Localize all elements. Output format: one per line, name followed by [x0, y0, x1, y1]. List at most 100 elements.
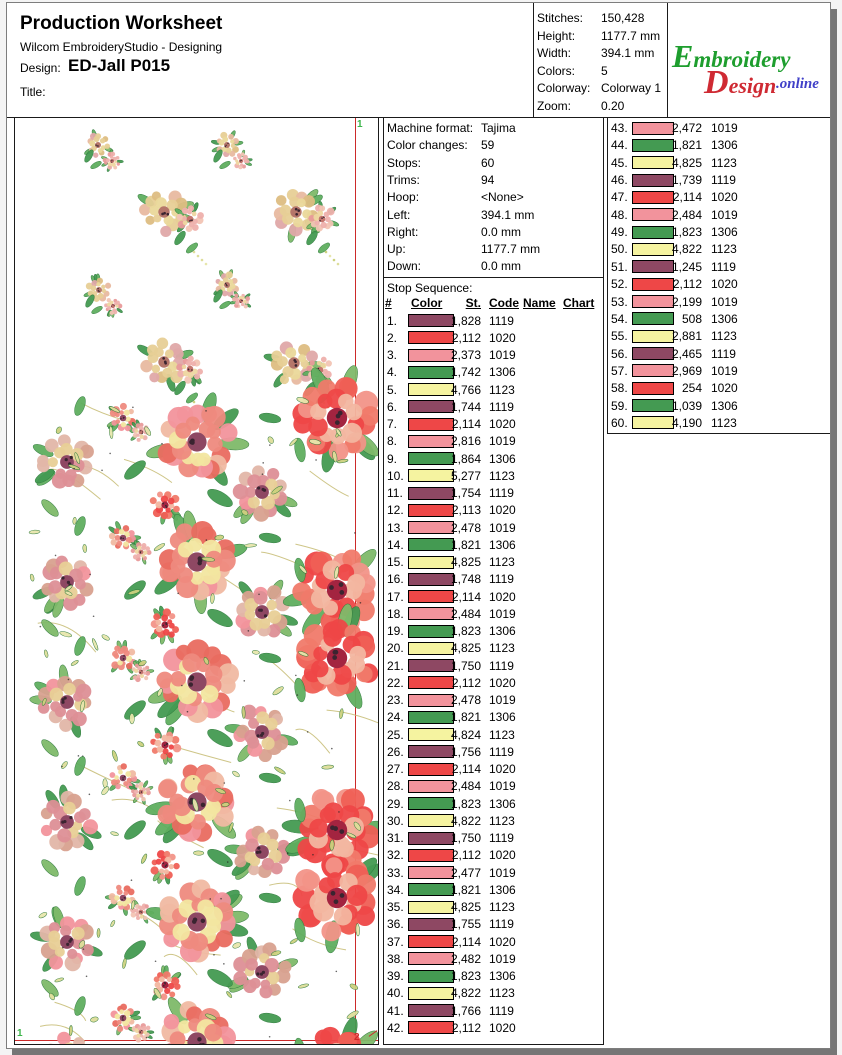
col-header-stitches: St. [465, 296, 481, 310]
stop-row-number: 56. [611, 346, 628, 361]
machine-row: Color changes: 59 [387, 138, 494, 152]
summary-label: Colors: [537, 63, 576, 78]
machine-label: Machine format: [387, 121, 474, 135]
stop-row-number: 33. [387, 865, 404, 880]
stop-row-stitches: 5,277 [450, 468, 481, 483]
thread-color-swatch [408, 538, 454, 552]
thread-color-swatch [632, 190, 674, 204]
stop-row-number: 57. [611, 363, 628, 378]
stop-row-number: 24. [387, 710, 404, 725]
stop-row-stitches: 1,821 [450, 882, 481, 897]
stop-row-number: 50. [611, 242, 628, 257]
stop-row-stitches: 1,245 [671, 259, 702, 274]
machine-row: Machine format: Tajima [387, 121, 516, 135]
stop-row-number: 48. [611, 207, 628, 222]
stop-row-number: 43. [611, 121, 628, 135]
stop-row-code: 1019 [489, 606, 516, 621]
stop-row-number: 3. [387, 348, 398, 362]
thread-color-swatch [408, 676, 454, 690]
thread-color-swatch [408, 710, 454, 724]
stop-row-number: 6. [387, 399, 398, 414]
stop-row-number: 37. [387, 934, 404, 949]
stop-row-number: 35. [387, 900, 404, 914]
summary-label: Colorway: [537, 81, 591, 96]
stop-row-number: 49. [611, 225, 628, 240]
stop-row-number: 28. [387, 779, 404, 794]
stop-row-stitches: 508 [681, 311, 702, 326]
thread-color-swatch [408, 814, 454, 828]
stop-row-number: 10. [387, 468, 404, 483]
stop-row-number: 41. [387, 1003, 404, 1018]
stop-row-stitches: 1,742 [450, 365, 481, 380]
app-name: Wilcom EmbroideryStudio - Designing [20, 40, 223, 54]
machine-row: Trims: 94 [387, 173, 494, 187]
stop-row-stitches: 2,114 [451, 417, 481, 431]
stop-row-number: 46. [611, 173, 628, 188]
stop-row-number: 2. [387, 330, 398, 345]
machine-box-left [383, 117, 384, 1045]
stop-row-stitches: 1,823 [671, 225, 702, 240]
stop-row-number: 21. [387, 658, 404, 673]
machine-value: Tajima [481, 121, 516, 135]
stop-row-number: 27. [387, 762, 404, 776]
thread-color-swatch [632, 364, 674, 378]
stop-row-number: 18. [387, 606, 404, 621]
stop-row-stitches: 2,199 [671, 294, 702, 309]
machine-label: Stops: [387, 155, 422, 170]
stop-row-code: 1123 [711, 415, 737, 430]
thread-color-swatch [408, 935, 454, 948]
stop-row-code: 1123 [711, 242, 737, 257]
stop-row-number: 17. [387, 589, 404, 604]
machine-value: 94 [481, 172, 495, 187]
stop-row-stitches: 2,472 [671, 121, 702, 135]
stop-row-number: 4. [387, 365, 398, 380]
stop-row-stitches: 4,825 [450, 555, 481, 569]
thread-color-swatch [632, 138, 674, 152]
stop-row-code: 1020 [711, 277, 738, 292]
stop-row-code: 1306 [711, 398, 738, 413]
stop-row-stitches: 1,828 [450, 313, 481, 328]
thread-color-swatch [408, 797, 454, 810]
thread-color-swatch [408, 417, 454, 431]
thread-color-swatch [408, 848, 454, 862]
thread-color-swatch [408, 503, 454, 517]
stop-row-number: 58. [611, 381, 628, 396]
stop-row-stitches: 4,822 [671, 242, 702, 257]
stop-row-number: 8. [387, 434, 398, 449]
stop-row-number: 34. [387, 882, 404, 897]
stop-row-stitches: 1,756 [450, 744, 481, 759]
stop-row-stitches: 2,881 [671, 329, 702, 344]
stop-row-code: 1306 [711, 225, 738, 240]
stopseq-box-bottom [383, 1044, 604, 1045]
stop-row-number: 31. [387, 831, 404, 845]
machine-label: Left: [387, 207, 411, 222]
stop-row-number: 29. [387, 796, 404, 811]
stop-row-stitches: 1,748 [450, 572, 481, 587]
thread-color-swatch [632, 260, 674, 274]
stop-row-code: 1019 [489, 520, 516, 535]
stop-row-stitches: 1,821 [450, 537, 481, 552]
thread-color-swatch [632, 329, 674, 343]
thread-color-swatch [632, 416, 674, 430]
summary-row: Stitches: 150,428 [537, 11, 644, 25]
stop-row-number: 12. [387, 503, 404, 518]
stop-row-stitches: 2,114 [451, 762, 481, 776]
summary-value: Colorway 1 [601, 81, 662, 96]
stop-row-number: 14. [387, 537, 404, 552]
stop-row-stitches: 2,816 [450, 434, 481, 449]
stop-row-code: 1020 [489, 848, 516, 863]
stop-row-number: 44. [611, 138, 628, 153]
stop-row-code: 1123 [711, 155, 737, 170]
stop-row-stitches: 4,766 [450, 382, 481, 397]
stop-row-stitches: 2,478 [450, 520, 481, 535]
thread-color-swatch [408, 883, 454, 897]
stop-row-code: 1123 [489, 555, 515, 569]
thread-color-swatch [408, 365, 454, 379]
page-title: Production Worksheet [20, 13, 223, 34]
thread-color-swatch [408, 400, 454, 414]
machine-value: 59 [481, 138, 495, 153]
summary-row: Colorway: Colorway 1 [537, 81, 661, 96]
stop-row-code: 1119 [489, 917, 514, 932]
stop-row-stitches: 2,482 [450, 951, 481, 966]
summary-label: Height: [537, 28, 576, 43]
